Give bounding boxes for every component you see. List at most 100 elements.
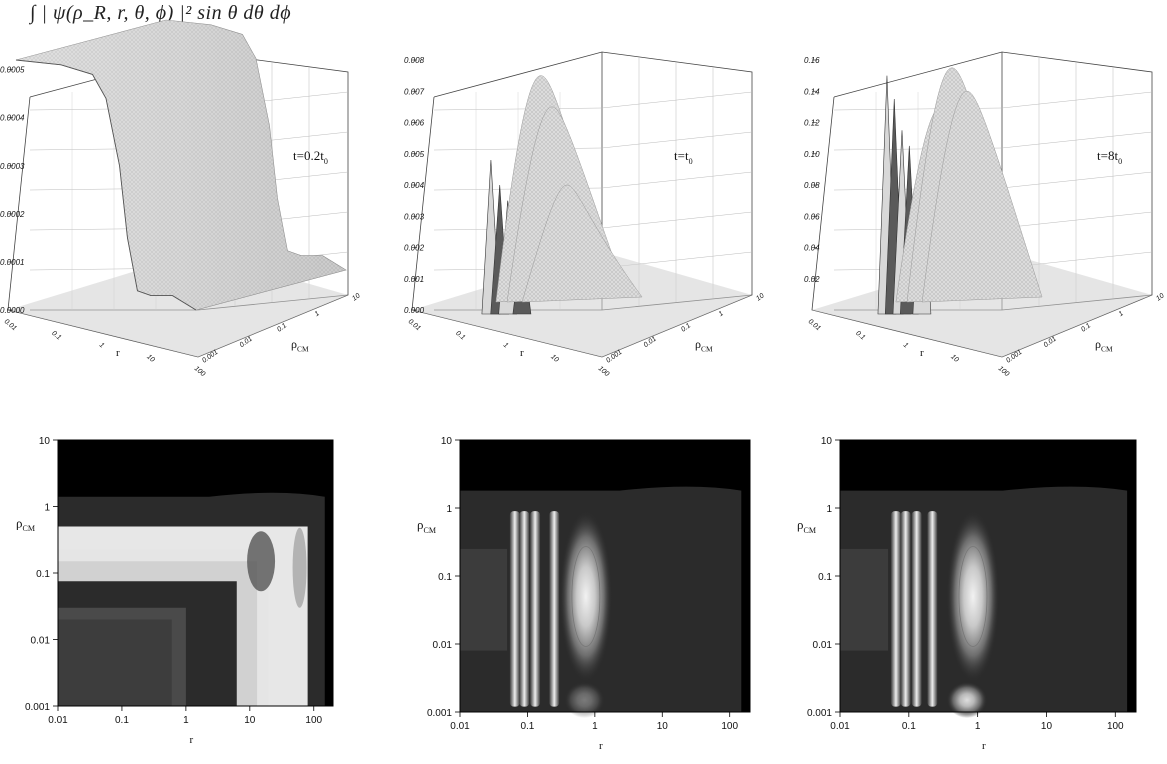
x-tick-label: 0.1 <box>902 721 916 732</box>
wall-gridline <box>1001 131 1153 149</box>
y-axis-label: ρCM <box>417 517 436 535</box>
surface-floor <box>812 252 1152 357</box>
x-tick-label: 1 <box>975 721 981 732</box>
surface-peak <box>921 90 1043 303</box>
z-tick-label: 0.0000 <box>0 306 25 315</box>
y-tick-label: 10 <box>441 436 453 447</box>
x-tick-label: 10 <box>145 353 156 363</box>
z-tick-label: 0.005 <box>404 150 425 159</box>
y-tick-label: 0.001 <box>807 708 832 719</box>
x-tick-label: 0.1 <box>454 330 466 342</box>
z-tick-label: 0.16 <box>804 56 820 65</box>
x-tick-label: 100 <box>1107 721 1124 732</box>
y-tick-label: 10 <box>39 436 51 447</box>
x-tick-label: 0.1 <box>115 715 129 726</box>
contour-stripe <box>509 511 520 707</box>
x-tick-label: 10 <box>1041 721 1053 732</box>
contour-stripe <box>549 511 560 707</box>
contour-stripe <box>927 511 938 707</box>
y-tick-label: 10 <box>1155 292 1165 302</box>
wall-gridline <box>601 91 753 109</box>
x-tick-label: 100 <box>597 365 611 378</box>
y-tick-label: 1 <box>718 310 725 318</box>
heatmap-panel-1: 0.01 0.1 1 10 100 0.001 0.01 0.1 1 10 r ρCM <box>16 436 334 746</box>
z-tick-label: 0.10 <box>804 150 820 159</box>
heatmap-panel-3: 0.01 0.1 1 10 100 0.001 0.01 0.1 1 10 r ρCM <box>797 436 1137 752</box>
x-axis-label: r <box>982 740 986 752</box>
z-tick-label: 0.0004 <box>0 114 25 123</box>
y-axis-label: ρCM <box>1095 337 1113 354</box>
y-axis-label: ρCM <box>16 515 35 533</box>
contour-stripe <box>530 511 541 707</box>
contour-blob <box>247 531 276 592</box>
y-axis-label: ρCM <box>797 517 816 535</box>
time-annotation: t=t0 <box>674 148 693 166</box>
x-tick-label: 0.1 <box>50 330 62 342</box>
z-tick-label: 0.000 <box>404 306 425 315</box>
contour-band <box>460 548 508 651</box>
surface-peak <box>521 184 643 303</box>
z-tick-label: 0.0003 <box>0 162 25 171</box>
contour-band <box>840 548 889 651</box>
y-tick-label: 10 <box>755 292 765 302</box>
x-tick-label: 0.01 <box>407 318 422 332</box>
wall-gridline <box>601 171 753 189</box>
y-axis-label: ρCM <box>695 337 713 354</box>
y-axis-label: ρCM <box>291 337 309 354</box>
y-tick-label: 1 <box>314 310 321 318</box>
y-tick-label: 0.1 <box>680 322 692 333</box>
y-tick-label: 0.1 <box>1080 322 1092 333</box>
z-tick-label: 0.04 <box>804 244 820 253</box>
contour-band <box>58 526 308 706</box>
y-tick-label: 0.001 <box>25 702 50 713</box>
time-annotation: t=0.2t0 <box>293 148 328 166</box>
surface-panel-1: 0.0000 0.0001 0.0002 0.0003 0.0004 0.0005 0.01… <box>0 19 362 378</box>
surface-floor <box>412 252 752 357</box>
x-tick-label: 0.1 <box>854 330 866 342</box>
z-tick-label: 0.06 <box>804 212 820 221</box>
wall-gridline <box>1001 171 1153 189</box>
x-tick-label: 0.01 <box>48 715 68 726</box>
contour-blob <box>292 527 307 608</box>
contour-blob <box>946 511 999 682</box>
x-tick-label: 10 <box>657 721 669 732</box>
y-tick-label: 0.01 <box>433 640 453 651</box>
x-tick-label: 1 <box>183 715 189 726</box>
time-annotation: t=8t0 <box>1097 148 1122 166</box>
z-tick-label: 0.0005 <box>0 66 25 75</box>
z-tick-label: 0.006 <box>404 119 425 128</box>
contour-stripe <box>900 511 911 707</box>
x-tick-label: 100 <box>305 715 322 726</box>
surface-panel-2: 0.000 0.001 0.002 0.003 0.004 0.005 0.006 0.007… <box>404 51 766 378</box>
z-tick-label: 0.001 <box>404 275 424 284</box>
y-tick-label: 0.1 <box>818 572 832 583</box>
y-tick-label: 1 <box>446 504 452 515</box>
x-tick-label: 0.01 <box>807 318 822 332</box>
contour-blob <box>946 682 987 719</box>
z-tick-label: 0.0001 <box>0 258 24 267</box>
x-tick-label: 0.01 <box>830 721 850 732</box>
x-tick-label: 10 <box>244 715 256 726</box>
x-axis-label: r <box>116 347 120 359</box>
z-tick-label: 0.007 <box>404 87 425 96</box>
z-tick-label: 0.002 <box>404 244 425 253</box>
y-tick-label: 0.1 <box>36 569 50 580</box>
x-axis-label: r <box>599 740 603 752</box>
y-tick-label: 0.01 <box>31 636 51 647</box>
y-tick-label: 0.1 <box>438 572 452 583</box>
x-tick-label: 10 <box>549 353 560 363</box>
wall-gridline <box>1001 211 1153 229</box>
z-tick-label: 0.14 <box>804 87 820 96</box>
z-tick-label: 0.0002 <box>0 210 25 219</box>
x-tick-label: 0.01 <box>3 318 18 332</box>
x-tick-label: 100 <box>193 365 207 378</box>
y-tick-label: 0.001 <box>427 708 452 719</box>
contour-band <box>58 619 172 706</box>
contour-stripe <box>519 511 530 707</box>
x-tick-label: 1 <box>902 342 910 350</box>
formula-title: ∫ | ψ(ρ_R, r, θ, ϕ) |² sin θ dθ dϕ <box>30 2 292 24</box>
contour-blob <box>559 511 612 682</box>
x-axis-label: r <box>520 347 524 359</box>
surface-panel-3: 0.02 0.04 0.06 0.08 0.10 0.12 0.14 0.16 0.01 0.1 1… <box>804 51 1166 378</box>
